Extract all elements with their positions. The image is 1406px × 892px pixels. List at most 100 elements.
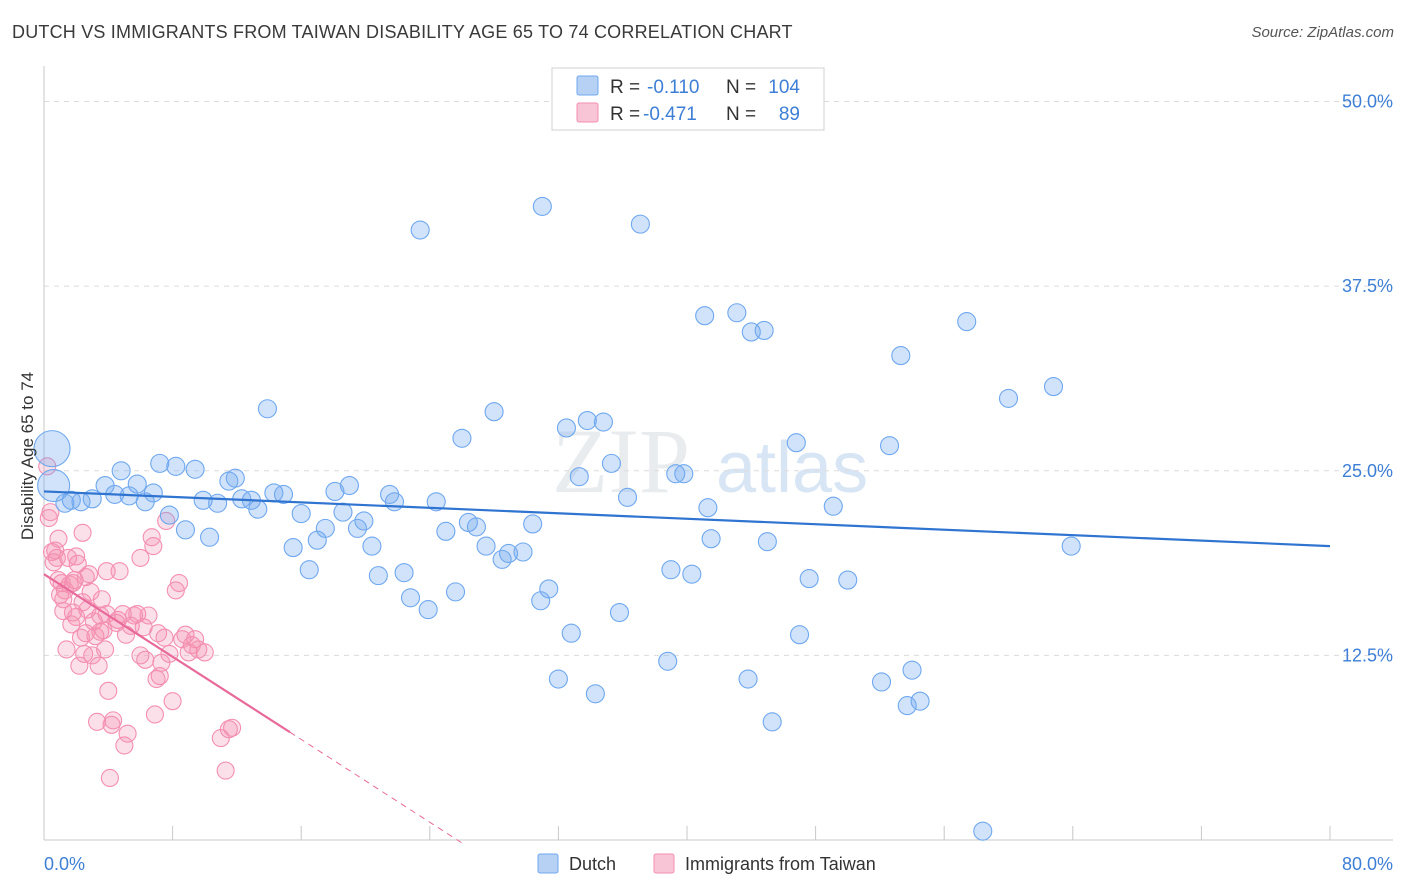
dutch-point	[539, 579, 559, 599]
dutch-point	[548, 669, 568, 689]
taiwan-point	[186, 630, 205, 649]
taiwan-point	[110, 562, 129, 581]
taiwan-point	[100, 768, 119, 788]
taiwan-point	[89, 656, 108, 675]
taiwan-point	[54, 590, 73, 609]
dutch-point	[185, 459, 205, 479]
dutch-point	[957, 312, 977, 332]
dutch-point	[1061, 536, 1081, 556]
dutch-point	[674, 464, 694, 484]
dutch-point	[838, 570, 858, 590]
dutch-point	[193, 490, 213, 510]
dutch-point	[556, 418, 576, 438]
dutch-point	[630, 214, 650, 234]
legend-taiwan-r-label: R =	[610, 104, 640, 125]
y-tick-label: 37.5%	[1342, 276, 1393, 296]
dutch-point	[166, 456, 186, 476]
dutch-point	[609, 603, 630, 623]
dutch-point	[823, 496, 843, 516]
dutch-point	[499, 543, 519, 564]
taiwan-point	[49, 571, 68, 590]
taiwan-point	[91, 622, 110, 641]
taiwan-point	[39, 508, 58, 528]
dutch-point	[682, 564, 702, 584]
bottom-legend-taiwan-label: Immigrants from Taiwan	[685, 854, 876, 874]
bottom-legend-dutch-swatch	[537, 853, 559, 874]
dutch-point	[175, 520, 196, 540]
legend-dutch-r-label: R =	[610, 77, 640, 98]
dutch-point	[577, 411, 597, 431]
taiwan-trend-extension	[289, 731, 463, 844]
correlation-legend: R = -0.110 N = 104 R = -0.471 N = 89	[551, 67, 825, 131]
taiwan-point	[79, 565, 99, 584]
tick-labels: 12.5% 25.0% 37.5% 50.0% 0.0% 80.0%	[44, 92, 1393, 874]
dutch-series	[33, 196, 1081, 841]
dutch-point	[891, 346, 911, 366]
taiwan-point	[169, 573, 189, 593]
taiwan-point	[73, 523, 92, 542]
dutch-point	[436, 521, 456, 541]
legend-dutch-r-value: -0.110	[647, 77, 699, 98]
dutch-point	[33, 430, 71, 468]
legend-taiwan-n-value: 89	[779, 104, 800, 125]
dutch-point	[661, 560, 681, 580]
dutch-point	[362, 536, 382, 556]
taiwan-point	[131, 548, 150, 567]
dutch-point	[347, 518, 368, 538]
taiwan-point	[41, 503, 60, 522]
dutch-point	[150, 453, 170, 473]
dutch-point	[701, 529, 721, 549]
dutch-point	[291, 504, 311, 524]
taiwan-series	[38, 457, 242, 788]
taiwan-point	[150, 667, 169, 686]
legend-dutch-swatch	[576, 75, 599, 96]
taiwan-point	[176, 625, 195, 644]
dutch-point	[325, 481, 345, 501]
taiwan-point	[163, 692, 182, 711]
dutch-point	[532, 196, 552, 216]
trend-lines	[43, 490, 1331, 844]
dutch-point	[698, 498, 718, 518]
taiwan-point	[157, 511, 176, 531]
dutch-point	[384, 492, 404, 512]
legend-taiwan-n-label: N =	[726, 104, 756, 125]
dutch-point	[871, 672, 892, 692]
dutch-point	[1043, 377, 1064, 397]
dutch-point	[658, 651, 678, 671]
dutch-point	[476, 536, 496, 556]
dutch-point	[333, 502, 353, 522]
dutch-point	[585, 684, 605, 704]
taiwan-point	[223, 718, 242, 737]
dutch-point	[757, 532, 777, 552]
taiwan-point	[131, 646, 150, 665]
taiwan-point	[144, 537, 163, 556]
dutch-point	[484, 402, 504, 422]
dutch-point	[315, 518, 335, 538]
bottom-legend-dutch-label: Dutch	[569, 854, 616, 874]
dutch-point	[418, 600, 438, 620]
dutch-point	[143, 483, 163, 503]
taiwan-point	[67, 547, 86, 566]
taiwan-point	[99, 681, 118, 700]
dutch-point	[208, 493, 228, 513]
taiwan-point	[195, 643, 214, 662]
dutch-point	[799, 569, 819, 589]
dutch-point	[762, 712, 782, 732]
taiwan-point	[145, 705, 164, 724]
taiwan-point	[115, 736, 134, 755]
dutch-point	[339, 475, 359, 496]
taiwan-point	[76, 568, 95, 587]
dutch-point	[200, 527, 220, 547]
dutch-point	[127, 474, 147, 494]
dutch-point	[910, 691, 930, 711]
dutch-point	[789, 625, 810, 645]
watermark-atlas: atlas	[716, 428, 868, 508]
dutch-point	[111, 461, 131, 481]
taiwan-point	[147, 669, 166, 689]
taiwan-point	[97, 562, 116, 581]
dutch-point	[998, 388, 1019, 408]
dutch-point	[786, 433, 806, 453]
taiwan-point	[118, 724, 137, 743]
dutch-point	[513, 542, 533, 562]
